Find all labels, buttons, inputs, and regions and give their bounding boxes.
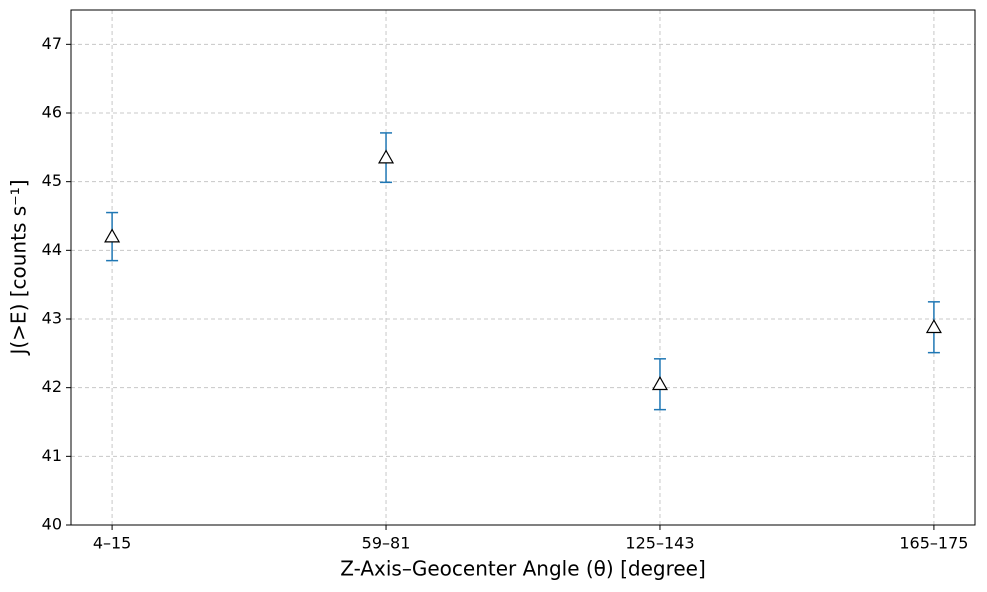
y-tick-label: 42: [42, 377, 62, 396]
x-tick-label: 4–15: [93, 534, 132, 553]
y-tick-label: 40: [42, 515, 62, 534]
y-tick-label: 45: [42, 171, 62, 190]
marker: [104, 228, 121, 243]
y-tick-label: 44: [42, 240, 62, 259]
marker: [377, 149, 395, 164]
x-tick-label: 125–143: [625, 534, 694, 553]
y-axis-label: J(>E) [counts s⁻¹]: [7, 179, 31, 356]
plot-frame: [70, 9, 976, 526]
marker: [925, 319, 942, 334]
x-tick-label: 59–81: [362, 534, 411, 553]
x-axis-label: Z-Axis–Geocenter Angle (θ) [degree]: [340, 557, 706, 581]
marker: [651, 376, 669, 391]
y-tick-label: 47: [42, 34, 62, 53]
y-tick-label: 46: [42, 103, 62, 122]
y-tick-label: 41: [42, 446, 62, 465]
x-tick-label: 165–175: [899, 534, 968, 553]
y-tick-label: 43: [42, 309, 62, 328]
